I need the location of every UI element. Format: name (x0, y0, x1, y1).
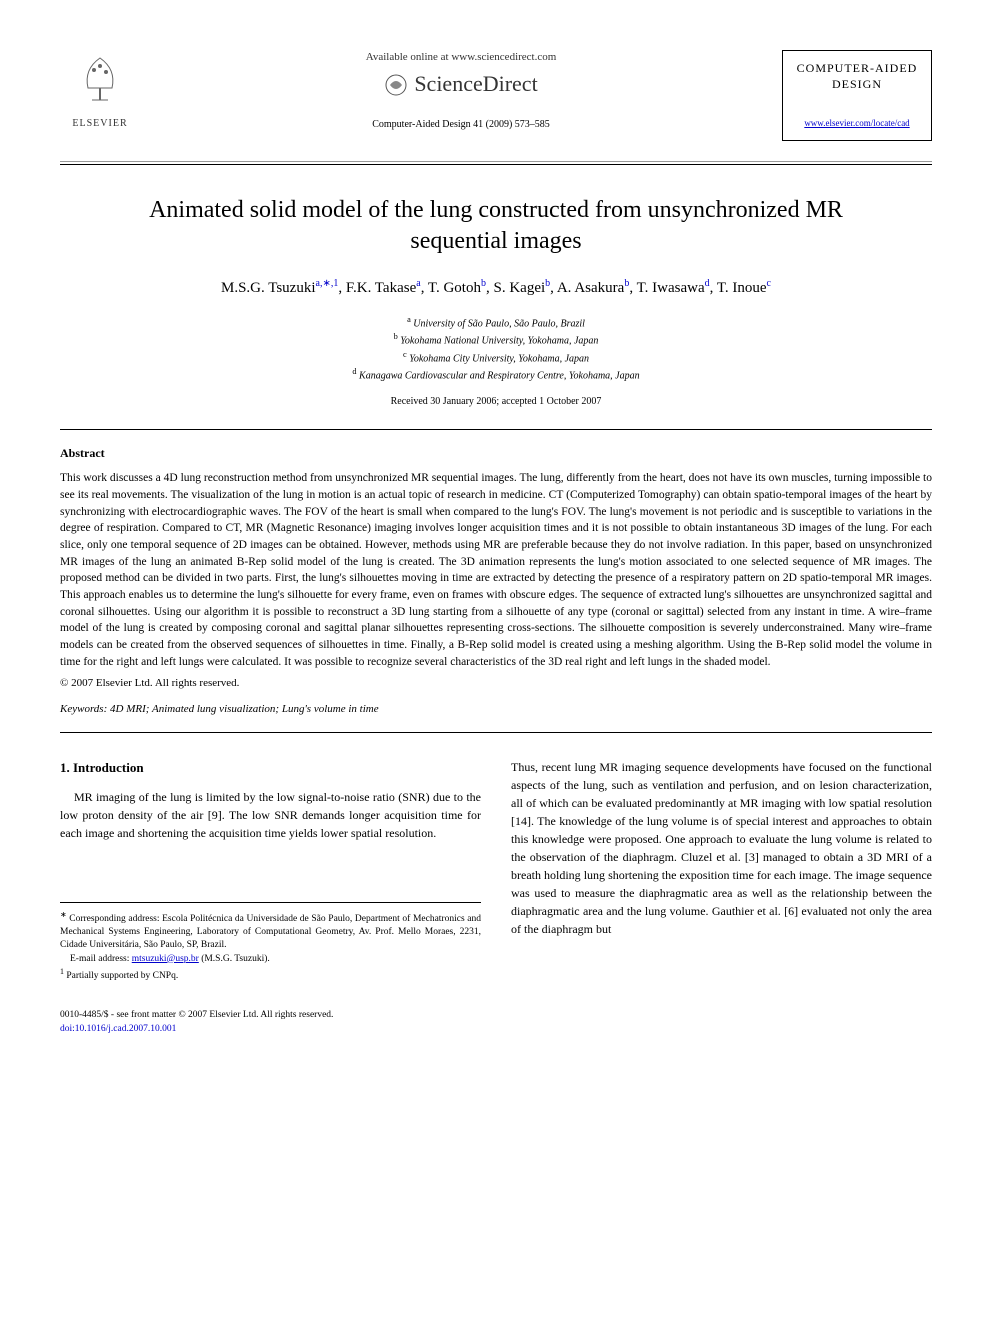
affiliation-c-text: Yokohama City University, Yokohama, Japa… (409, 353, 589, 364)
author-7-sup[interactable]: c (767, 278, 771, 289)
author-1: M.S.G. Tsuzuki (221, 280, 316, 296)
author-6: T. Iwasawa (637, 280, 705, 296)
author-7: T. Inoue (717, 280, 767, 296)
corresponding-footnote: ∗ Corresponding address: Escola Politécn… (60, 909, 481, 953)
abstract-top-rule (60, 429, 932, 430)
right-col-para-1: Thus, recent lung MR imaging sequence de… (511, 758, 932, 938)
top-rule-thick (60, 164, 932, 165)
author-3: T. Gotoh (428, 280, 481, 296)
front-matter-text: 0010-4485/$ - see front matter © 2007 El… (60, 1009, 333, 1022)
email-footnote: E-mail address: mtsuzuki@usp.br (M.S.G. … (60, 953, 481, 966)
copyright-line: © 2007 Elsevier Ltd. All rights reserved… (60, 676, 932, 691)
section-1-heading: 1. Introduction (60, 758, 481, 778)
right-column: Thus, recent lung MR imaging sequence de… (511, 758, 932, 983)
corresponding-text: Corresponding address: Escola Politécnic… (60, 914, 481, 951)
bottom-bar: 0010-4485/$ - see front matter © 2007 El… (60, 1003, 932, 1036)
body-columns: 1. Introduction MR imaging of the lung i… (60, 758, 932, 983)
paper-title: Animated solid model of the lung constru… (100, 195, 892, 257)
journal-name-line1: COMPUTER-AIDED (791, 61, 923, 77)
author-4: S. Kagei (493, 280, 545, 296)
abstract-heading: Abstract (60, 445, 932, 462)
center-header: Available online at www.sciencedirect.co… (140, 50, 782, 132)
affiliation-b: b Yokohama National University, Yokohama… (60, 331, 932, 348)
keywords-line: Keywords: 4D MRI; Animated lung visualiz… (60, 702, 932, 717)
journal-box-wrapper: COMPUTER-AIDED DESIGN www.elsevier.com/l… (782, 50, 932, 141)
author-5-sup[interactable]: b (624, 278, 629, 289)
affiliation-d: d Kanagawa Cardiovascular and Respirator… (60, 366, 932, 383)
author-1-sup[interactable]: a,∗,1 (316, 278, 339, 289)
doi-link[interactable]: doi:10.1016/j.cad.2007.10.001 (60, 1024, 176, 1034)
author-2: F.K. Takase (346, 280, 416, 296)
journal-link[interactable]: www.elsevier.com/locate/cad (791, 117, 923, 130)
journal-reference: Computer-Aided Design 41 (2009) 573–585 (140, 118, 782, 132)
email-link[interactable]: mtsuzuki@usp.br (132, 954, 199, 964)
affiliation-c: c Yokohama City University, Yokohama, Ja… (60, 349, 932, 366)
left-col-para-1: MR imaging of the lung is limited by the… (60, 788, 481, 842)
paper-page: ELSEVIER Available online at www.science… (0, 0, 992, 1076)
bottom-left: 0010-4485/$ - see front matter © 2007 El… (60, 1009, 333, 1036)
authors-line: M.S.G. Tsuzukia,∗,1, F.K. Takasea, T. Go… (60, 277, 932, 299)
top-rule-thin (60, 161, 932, 162)
elsevier-logo: ELSEVIER (60, 50, 140, 131)
sciencedirect-text: ScienceDirect (414, 69, 537, 100)
author-2-sup[interactable]: a (416, 278, 420, 289)
affiliation-d-text: Kanagawa Cardiovascular and Respiratory … (359, 370, 640, 381)
author-5: A. Asakura (557, 280, 625, 296)
footnotes: ∗ Corresponding address: Escola Politécn… (60, 902, 481, 984)
author-4-sup[interactable]: b (545, 278, 550, 289)
abstract-text: This work discusses a 4D lung reconstruc… (60, 470, 932, 670)
sciencedirect-icon (384, 73, 408, 97)
journal-name-line2: DESIGN (791, 77, 923, 93)
elsevier-tree-icon (70, 50, 130, 110)
sciencedirect-logo: ScienceDirect (384, 69, 537, 100)
cnpq-text: Partially supported by CNPq. (66, 971, 178, 981)
author-6-sup[interactable]: d (705, 278, 710, 289)
affiliations: a University of São Paulo, São Paulo, Br… (60, 314, 932, 383)
email-who: (M.S.G. Tsuzuki). (201, 954, 270, 964)
elsevier-label: ELSEVIER (60, 117, 140, 131)
left-column: 1. Introduction MR imaging of the lung i… (60, 758, 481, 983)
article-dates: Received 30 January 2006; accepted 1 Oct… (60, 395, 932, 409)
cnpq-footnote: 1 Partially supported by CNPq. (60, 966, 481, 983)
journal-box: COMPUTER-AIDED DESIGN www.elsevier.com/l… (782, 50, 932, 141)
header-row: ELSEVIER Available online at www.science… (60, 50, 932, 141)
author-3-sup[interactable]: b (481, 278, 486, 289)
abstract-bottom-rule (60, 732, 932, 733)
affiliation-a: a University of São Paulo, São Paulo, Br… (60, 314, 932, 331)
available-online-text: Available online at www.sciencedirect.co… (140, 50, 782, 65)
affiliation-a-text: University of São Paulo, São Paulo, Braz… (413, 318, 585, 329)
email-label: E-mail address: (70, 954, 129, 964)
keywords-label: Keywords: (60, 703, 107, 715)
keywords-text: 4D MRI; Animated lung visualization; Lun… (110, 703, 379, 715)
affiliation-b-text: Yokohama National University, Yokohama, … (400, 336, 598, 347)
